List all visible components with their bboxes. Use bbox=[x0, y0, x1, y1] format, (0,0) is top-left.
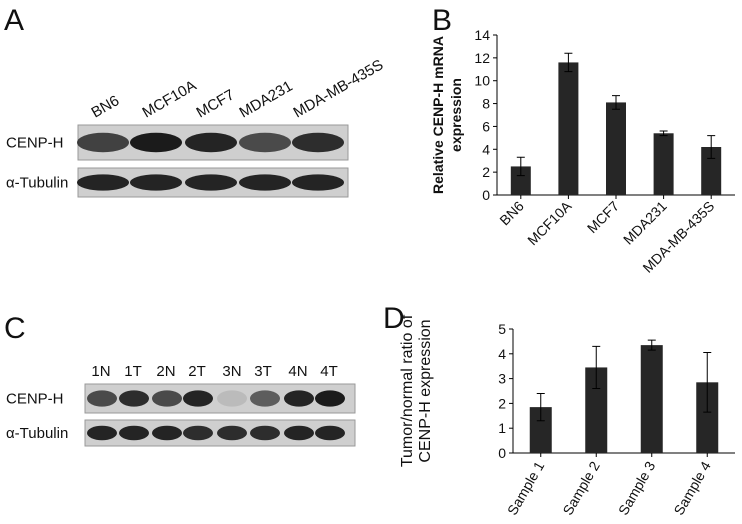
band bbox=[239, 132, 291, 153]
error-bar bbox=[647, 339, 656, 351]
bar bbox=[558, 62, 579, 195]
x-tick-label: MCF10A bbox=[524, 197, 575, 248]
lane-label: MDA-MB-435S bbox=[291, 56, 387, 121]
y-tick-label: 6 bbox=[482, 118, 490, 134]
lane-label: 3T bbox=[254, 363, 272, 380]
error-bar bbox=[564, 52, 573, 73]
band bbox=[315, 425, 345, 441]
lane-label: 1N bbox=[91, 363, 110, 380]
band bbox=[250, 425, 280, 441]
band bbox=[87, 390, 117, 407]
error-bar bbox=[659, 130, 668, 137]
band bbox=[315, 390, 345, 407]
band bbox=[130, 132, 182, 153]
band bbox=[130, 174, 182, 191]
band bbox=[77, 174, 129, 191]
band bbox=[284, 425, 314, 441]
x-tick-label: Sample 1 bbox=[504, 458, 548, 517]
x-tick-label: Sample 3 bbox=[615, 458, 659, 517]
band bbox=[239, 174, 291, 191]
bar bbox=[529, 407, 552, 453]
error-bar bbox=[516, 156, 525, 177]
panel-label: B bbox=[432, 4, 452, 37]
error-bar bbox=[703, 352, 712, 413]
y-tick-label: 12 bbox=[474, 50, 490, 66]
y-axis-label: Relative CENP-H mRNA bbox=[430, 36, 446, 194]
y-tick-label: 14 bbox=[474, 27, 490, 43]
y-tick-label: 1 bbox=[498, 420, 506, 436]
band bbox=[284, 390, 314, 407]
y-tick-label: 3 bbox=[498, 371, 506, 387]
lane-label: 2T bbox=[188, 363, 206, 380]
lane-label: BN6 bbox=[89, 92, 123, 121]
x-tick-label: MCF7 bbox=[584, 198, 622, 236]
lane-label: 3N bbox=[222, 363, 241, 380]
error-bar bbox=[536, 392, 545, 422]
y-tick-label: 10 bbox=[474, 73, 490, 89]
x-tick-label: BN6 bbox=[496, 198, 527, 229]
y-tick-label: 0 bbox=[482, 187, 490, 203]
y-tick-label: 2 bbox=[498, 395, 506, 411]
band bbox=[119, 425, 149, 441]
bar bbox=[701, 147, 722, 195]
y-tick-label: 4 bbox=[498, 346, 506, 362]
error-bar bbox=[612, 95, 620, 110]
row-label: α-Tubulin bbox=[6, 175, 68, 192]
band bbox=[217, 390, 247, 407]
band bbox=[185, 132, 237, 153]
panel-label: D bbox=[383, 302, 405, 335]
lane-label: 1T bbox=[124, 363, 142, 380]
band bbox=[152, 390, 182, 407]
x-tick-label: Sample 2 bbox=[559, 458, 603, 517]
band bbox=[292, 174, 344, 191]
row-label: CENP-H bbox=[6, 135, 64, 152]
lane-label: 4T bbox=[320, 363, 338, 380]
band bbox=[250, 390, 280, 407]
bar bbox=[653, 133, 674, 195]
y-tick-label: 4 bbox=[482, 141, 490, 157]
row-label: α-Tubulin bbox=[6, 425, 68, 442]
bar bbox=[640, 345, 663, 453]
y-tick-label: 5 bbox=[498, 321, 506, 337]
y-tick-label: 8 bbox=[482, 96, 490, 112]
error-bar bbox=[707, 135, 716, 159]
panel-label: C bbox=[4, 312, 26, 345]
lane-label: MCF7 bbox=[194, 86, 238, 121]
lane-label: MDA231 bbox=[237, 78, 296, 122]
panel-label: A bbox=[4, 4, 24, 37]
lane-label: MCF10A bbox=[140, 77, 200, 121]
band bbox=[77, 132, 129, 153]
y-axis-label: Tumor/normal ratio of bbox=[399, 314, 416, 467]
y-axis-label: expression bbox=[448, 78, 464, 152]
band bbox=[119, 390, 149, 407]
band bbox=[87, 425, 117, 441]
bar bbox=[696, 382, 719, 453]
band bbox=[185, 174, 237, 191]
y-tick-label: 2 bbox=[482, 164, 490, 180]
band bbox=[152, 425, 182, 441]
band bbox=[183, 390, 213, 407]
x-tick-label: Sample 4 bbox=[670, 458, 714, 517]
y-axis-label: CENP-H expression bbox=[417, 319, 434, 462]
y-tick-label: 0 bbox=[498, 445, 506, 461]
bar bbox=[585, 367, 608, 453]
band bbox=[183, 425, 213, 441]
row-label: CENP-H bbox=[6, 391, 64, 408]
band bbox=[217, 425, 247, 441]
error-bar bbox=[592, 345, 601, 390]
bar bbox=[510, 166, 531, 195]
band bbox=[292, 132, 344, 153]
lane-label: 2N bbox=[156, 363, 175, 380]
lane-label: 4N bbox=[288, 363, 307, 380]
bar bbox=[606, 102, 626, 195]
